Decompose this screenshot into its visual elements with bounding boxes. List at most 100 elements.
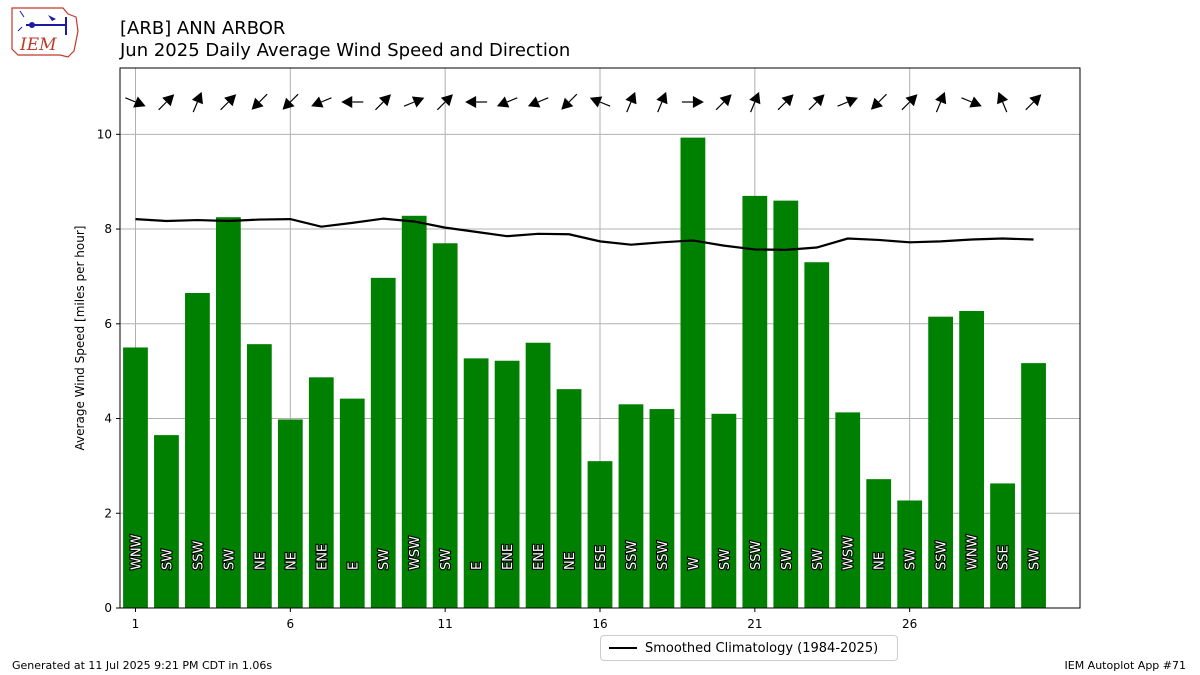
bar-day-9 [370,277,396,608]
bar-day-13 [494,360,520,608]
x-tick-label: 6 [287,617,295,631]
bar-day-14 [525,342,551,608]
direction-label-day-18: SSW [656,540,671,570]
wind-arrow-day-11 [436,94,453,111]
direction-label-day-15: NE [563,552,578,570]
direction-label-day-16: ESE [594,545,609,570]
bar-day-4 [216,217,241,609]
direction-label-day-3: SSW [191,540,206,570]
direction-label-day-23: SW [811,549,826,570]
wind-arrow-day-20 [715,94,732,111]
bar-day-21 [742,195,768,609]
direction-label-day-30: SW [1028,549,1043,570]
direction-label-day-13: ENE [501,544,516,570]
direction-labels: WNW SW SSW SW NE NE ENE E SW WSW SW E ENE ENE NE ESE SSW… [128,533,1043,571]
bar-day-17 [618,404,644,608]
chart-title-line1: [ARB] ANN ARBOR [120,18,286,39]
bar-day-19 [680,137,706,608]
bar-day-30 [1021,363,1046,608]
legend-line-swatch [609,647,637,649]
bar-day-5 [246,344,272,608]
wind-arrow-day-8 [341,96,364,108]
x-tick-label: 26 [902,617,917,631]
wind-arrow-day-12 [465,96,488,108]
bar-day-16 [587,461,613,608]
wind-arrow-day-23 [808,94,825,111]
direction-label-day-1: WNW [129,534,144,570]
bar-day-27 [928,316,954,608]
logo-text: IEM [19,35,57,55]
wind-arrow-day-9 [375,94,392,111]
wind-arrow-day-16 [589,96,611,108]
wind-arrow-day-10 [403,96,425,108]
bar-day-24 [835,412,861,608]
wind-arrow-day-7 [311,96,332,108]
bar-day-18 [649,409,675,608]
direction-label-day-28: WNW [966,534,981,570]
bar-day-15 [556,389,582,608]
bar-day-1 [123,347,148,608]
bar-day-6 [277,419,303,608]
wind-arrow-day-3 [191,91,203,113]
bar-day-2 [154,435,179,608]
direction-label-day-20: SW [718,549,733,570]
wind-arrow-day-14 [527,96,549,108]
y-tick-label: 0 [104,601,112,615]
y-axis-label: Average Wind Speed [miles per hour] [73,226,87,451]
bar-day-3 [185,293,210,608]
wind-arrow-day-27 [935,91,947,113]
bar-day-7 [308,377,334,608]
wind-arrow-day-15 [561,93,578,110]
direction-label-day-26: SW [904,549,919,570]
bar-day-28 [959,311,984,608]
y-tick-label: 4 [104,412,112,426]
x-tick-label: 11 [438,617,453,631]
direction-label-day-27: SSW [935,540,950,570]
y-tick-label: 6 [104,317,112,331]
climatology-line [135,217,1034,251]
bar-day-10 [401,215,427,608]
wind-arrow-day-17 [625,91,637,113]
bar-day-22 [773,200,799,608]
direction-label-day-5: NE [253,552,268,570]
app-footer: IEM Autoplot App #71 [1064,659,1187,672]
chart-title-line2: Jun 2025 Daily Average Wind Speed and Di… [120,40,571,61]
wind-arrow-day-2 [158,94,175,111]
wind-arrow-day-22 [777,94,794,111]
x-tick-label: 16 [592,617,607,631]
bar-day-12 [463,358,489,608]
direction-label-day-21: SSW [749,540,764,570]
wind-arrow-day-18 [656,91,668,113]
direction-label-day-24: WSW [842,536,857,570]
bar-day-23 [804,262,830,608]
direction-label-day-25: NE [873,552,888,570]
wind-arrow-day-19 [681,96,704,108]
legend-label: Smoothed Climatology (1984-2025) [645,640,879,656]
wind-arrow-day-25 [870,93,887,110]
y-tick-label: 8 [104,222,112,236]
wind-arrow-day-6 [282,93,299,110]
legend: Smoothed Climatology (1984-2025) [600,635,898,661]
direction-label-day-17: SSW [625,540,640,570]
x-tick-label: 1 [132,617,140,631]
wind-arrow-day-29 [997,91,1009,113]
direction-label-day-14: ENE [532,544,547,570]
wind-arrows [125,91,1042,113]
direction-label-day-4: SW [222,549,237,570]
x-tick-label: 21 [747,617,762,631]
direction-label-day-11: SW [439,549,454,570]
y-tick-label: 10 [97,127,112,141]
wind-arrow-day-13 [496,96,518,108]
bar-day-20 [711,413,737,608]
direction-label-day-12: E [470,562,485,570]
direction-label-day-7: ENE [315,544,330,570]
direction-label-day-29: SSE [997,545,1012,570]
iem-logo: IEM [8,5,82,59]
wind-arrow-day-26 [901,94,918,111]
direction-label-day-8: E [346,562,361,570]
bar-day-8 [339,398,365,608]
direction-label-day-19: W [687,557,702,570]
wind-arrow-day-4 [220,94,237,111]
direction-label-day-2: SW [160,549,175,570]
